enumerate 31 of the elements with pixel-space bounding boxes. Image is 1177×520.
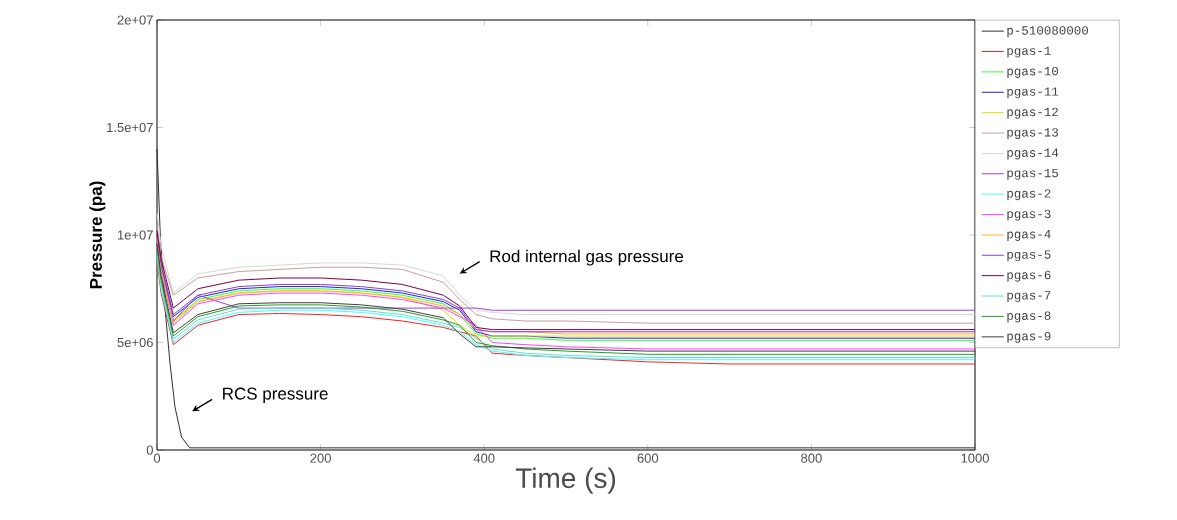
legend-label: pgas-10 xyxy=(1007,66,1059,78)
legend-label: pgas-14 xyxy=(1007,148,1059,160)
annotation: RCS pressure xyxy=(223,387,328,403)
y-tick-label: 1e+07 xyxy=(117,230,153,240)
x-tick-label: 200 xyxy=(310,453,331,463)
y-tick-label: 0 xyxy=(146,445,153,455)
legend-label: pgas-11 xyxy=(1007,87,1059,99)
y-tick-label: 5e+06 xyxy=(117,337,153,348)
legend-label: pgas-8 xyxy=(1007,311,1051,323)
y-tick-label: 2e+07 xyxy=(117,15,153,25)
x-tick-label: 1000 xyxy=(961,453,989,463)
legend-label: pgas-15 xyxy=(1007,168,1059,180)
legend-label: pgas-5 xyxy=(1007,250,1051,262)
legend-label: pgas-6 xyxy=(1007,270,1051,282)
x-axis-title: Time (s) xyxy=(515,467,616,494)
legend-label: pgas-4 xyxy=(1007,230,1051,241)
legend-label: pgas-9 xyxy=(1007,331,1051,343)
y-tick-label: 1.5e+07 xyxy=(107,122,153,133)
x-tick-label: 800 xyxy=(801,453,822,463)
legend-label: pgas-12 xyxy=(1007,107,1058,119)
y-axis-title: Pressure (pa) xyxy=(89,181,106,289)
legend-label: pgas-1 xyxy=(1007,46,1051,58)
x-tick-label: 600 xyxy=(637,453,659,463)
legend-label: pgas-2 xyxy=(1007,189,1051,201)
legend-label: pgas-3 xyxy=(1007,209,1051,221)
legend-label: pgas-7 xyxy=(1007,291,1051,302)
x-tick-label: 400 xyxy=(473,453,495,463)
legend-label: pgas-13 xyxy=(1007,128,1059,140)
x-tick-label: 0 xyxy=(153,453,161,463)
annotation: Rod internal gas pressure xyxy=(490,249,684,266)
legend-label: p-510080000 xyxy=(1007,26,1089,38)
